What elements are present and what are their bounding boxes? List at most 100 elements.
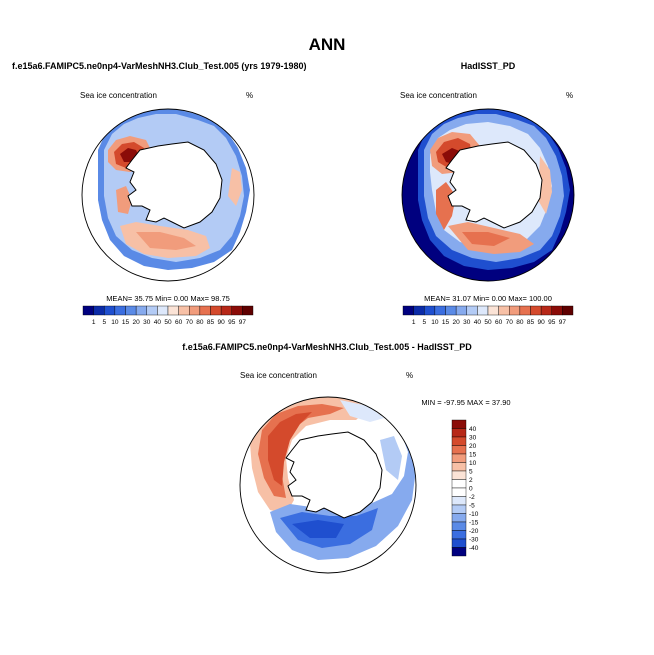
panel-model-colorbar-swatch [189,305,201,316]
panel-model-colorbar-swatch [93,305,105,316]
panel-obs-colorbar-tick-label: 40 [474,319,482,326]
panel-diff-colorbar-swatch [451,513,467,523]
panel-model-colorbar-swatch [220,305,232,316]
panel-diff-colorbar-swatch [451,487,467,497]
panel-obs-colorbar-swatch [434,305,446,316]
panel-model-colorbar-swatch [135,305,147,316]
panel-model-colorbar-swatch [178,305,190,316]
panel-model-map [82,109,254,281]
panel-diff-colorbar-tick-label: -40 [469,545,479,552]
panel-diff-colorbar-tick-label: -2 [469,494,475,501]
panel-obs-colorbar-swatch [509,305,521,316]
panel-diff-colorbar-tick-label: 0 [469,486,473,493]
panel-obs-colorbar-tick-label: 50 [484,319,492,326]
panel-diff-colorbar-tick-label: 20 [469,443,477,450]
panel-diff-colorbar-swatch [451,453,467,463]
panel-obs-colorbar-swatch [519,305,531,316]
panel-model-colorbar-swatch [104,305,116,316]
panel-obs-colorbar-swatch [455,305,467,316]
panel-model-colorbar-tick-label: 60 [175,319,183,326]
panel-diff-antarctica [285,431,383,519]
figure-title: ANN [309,35,346,54]
panel-model-colorbar-tick-label: 40 [154,319,162,326]
panel-obs-heading: HadISST_PD [461,61,516,71]
panel-obs: HadISST_PD Sea ice concentration % MEAN=… [400,61,575,326]
panel-obs-colorbar-tick-label: 85 [527,319,535,326]
panel-diff-colorbar-tick-label: 5 [469,469,473,476]
panel-model-colorbar-tick-label: 90 [218,319,226,326]
panel-model-colorbar-swatch [114,305,126,316]
panel-diff-map [240,397,416,573]
panel-obs-units: % [566,91,573,100]
panel-obs-colorbar: 1 5 10 15 20 30 40 50 60 70 80 85 90 95 97 [402,305,574,326]
panel-model-map-border [81,108,255,282]
panel-obs-colorbar-swatch [540,305,552,316]
panel-obs-colorbar-tick-label: 70 [506,319,514,326]
panel-model-colorbar-tick-label: 15 [122,319,130,326]
panel-obs-colorbar-swatch [498,305,510,316]
panel-diff-colorbar-swatch [451,504,467,514]
panel-obs-colorbar-swatch [466,305,478,316]
panel-diff-colorbar-swatch [451,530,467,540]
panel-obs-colorbar-tick-label: 20 [453,319,461,326]
panel-diff-units: % [406,371,413,380]
panel-diff-colorbar-swatch [451,419,467,429]
panel-obs-colorbar-swatch [424,305,436,316]
panel-model-variable: Sea ice concentration [80,91,157,100]
panel-obs-map [402,109,574,281]
panel-model-colorbar-swatch [146,305,158,316]
panel-diff-colorbar-tick-label: 30 [469,435,477,442]
panel-obs-colorbar-tick-label: 10 [431,319,439,326]
panel-diff-colorbar-tick-label: -15 [469,520,479,527]
panel-obs-colorbar-tick-label: 30 [463,319,471,326]
panel-model-colorbar: 1 5 10 15 20 30 40 50 60 70 80 85 90 95 97 [82,305,254,326]
panel-model-colorbar-tick-label: 97 [239,319,247,326]
panel-model-units: % [246,91,253,100]
panel-model-colorbar-tick-label: 85 [207,319,215,326]
panel-diff-colorbar-swatch [451,445,467,455]
panel-model-stats: MEAN= 35.75 Min= 0.00 Max= 98.75 [106,294,230,303]
panel-model-colorbar-tick-label: 95 [228,319,236,326]
panel-diff-variable: Sea ice concentration [240,371,317,380]
panel-obs-colorbar-tick-label: 80 [516,319,524,326]
panel-model-colorbar-tick-label: 70 [186,319,194,326]
panel-obs-colorbar-tick-label: 95 [548,319,556,326]
panel-obs-colorbar-swatch [487,305,499,316]
panel-obs-colorbar-swatch [551,305,563,316]
panel-diff-colorbar-swatch [451,428,467,438]
panel-diff-colorbar-tick-label: -20 [469,528,479,535]
panel-model-colorbar-tick-label: 50 [164,319,172,326]
panel-model-colorbar-swatch [82,305,94,316]
panel-obs-colorbar-tick-label: 1 [412,319,416,326]
panel-model-colorbar-tick-label: 1 [92,319,96,326]
panel-diff-colorbar-swatch [451,547,467,557]
panel-diff-colorbar-swatch [451,470,467,480]
panel-model-colorbar-swatch [125,305,137,316]
panel-diff-colorbar-swatch [451,521,467,531]
panel-obs-colorbar-swatch [477,305,489,316]
panel-diff-colorbar-swatch [451,462,467,472]
panel-model-colorbar-swatch [157,305,169,316]
panel-obs-colorbar-tick-label: 60 [495,319,503,326]
panel-obs-colorbar-swatch [413,305,425,316]
panel-obs-stats: MEAN= 31.07 Min= 0.00 Max= 100.00 [424,294,552,303]
panel-model-colorbar-swatch [210,305,222,316]
panel-diff-colorbar-swatch [451,479,467,489]
panel-obs-colorbar-tick-label: 90 [538,319,546,326]
panel-model-heading: f.e15a6.FAMIPC5.ne0np4-VarMeshNH3.Club_T… [12,61,306,71]
panel-model-colorbar-tick-label: 20 [133,319,141,326]
panel-diff-colorbar-tick-label: 15 [469,452,477,459]
panel-diff-colorbar-swatch [451,538,467,548]
panel-diff-colorbar-tick-label: 2 [469,477,473,484]
panel-model-colorbar-swatch [231,305,243,316]
panel-obs-variable: Sea ice concentration [400,91,477,100]
panel-diff: f.e15a6.FAMIPC5.ne0np4-VarMeshNH3.Club_T… [182,342,511,574]
panel-diff-colorbar-tick-label: 40 [469,426,477,433]
panel-model-colorbar-swatch [199,305,211,316]
panel-obs-colorbar-tick-label: 5 [422,319,426,326]
panel-diff-map-border [239,396,417,574]
panel-obs-colorbar-tick-label: 15 [442,319,450,326]
panel-diff-colorbar-swatch [451,496,467,506]
panel-model-colorbar-tick-label: 5 [102,319,106,326]
